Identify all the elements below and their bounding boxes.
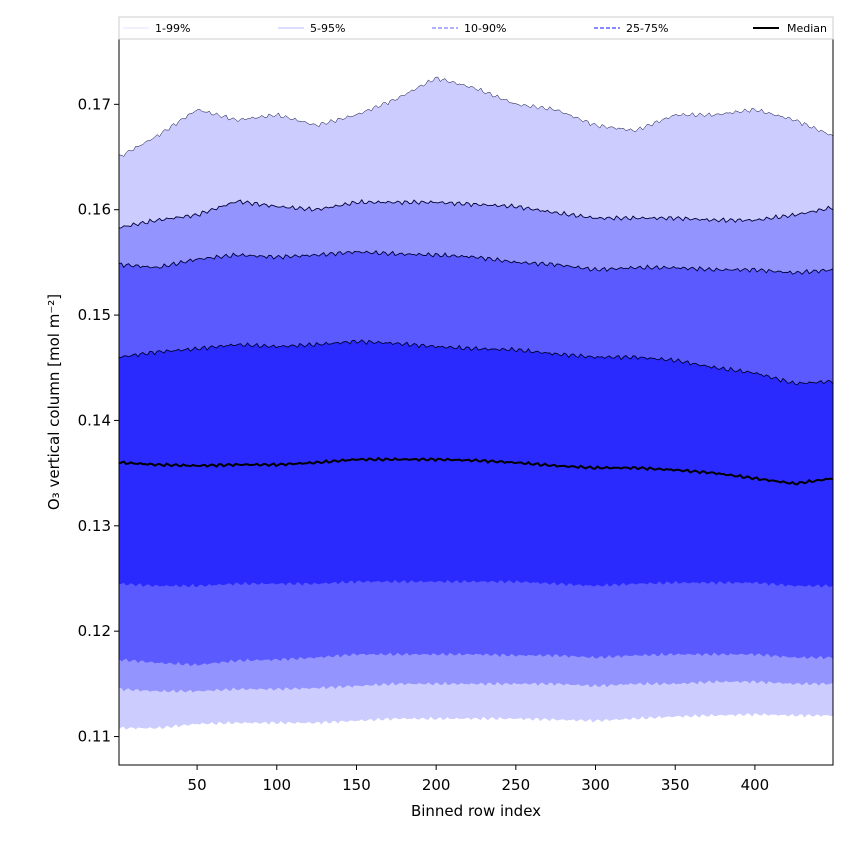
x-tick-label: 50 xyxy=(188,776,207,794)
y-tick-label: 0.17 xyxy=(78,95,111,113)
x-tick-label: 150 xyxy=(342,776,371,794)
legend-label: Median xyxy=(787,22,827,35)
band-upper-edge-10-90pct xyxy=(118,249,834,275)
x-tick-label: 250 xyxy=(502,776,531,794)
y-tick-label: 0.14 xyxy=(78,411,111,429)
x-tick-label: 200 xyxy=(422,776,451,794)
band-upper-edge-5-95pct xyxy=(118,199,834,229)
band-25-75pct xyxy=(119,340,833,588)
y-tick-label: 0.16 xyxy=(78,201,111,219)
y-tick-label: 0.15 xyxy=(78,306,111,324)
y-axis-ticks: 0.11 0.12 0.13 0.14 0.15 0.16 0.17 xyxy=(78,95,119,746)
y-tick-label: 0.11 xyxy=(78,728,111,746)
percentile-bands xyxy=(118,76,834,730)
x-tick-label: 350 xyxy=(661,776,690,794)
band-upper-edge-1-99pct xyxy=(118,76,834,157)
legend-label: 5-95% xyxy=(310,22,345,35)
x-tick-label: 100 xyxy=(262,776,291,794)
legend-label: 25-75% xyxy=(626,22,668,35)
y-axis-label: O₃ vertical column [mol m⁻²] xyxy=(45,294,63,510)
median-line xyxy=(118,456,834,486)
x-tick-label: 300 xyxy=(581,776,610,794)
band-upper-edge-25-75pct xyxy=(118,339,834,386)
legend: 1-99% 5-95% 10-90% 25-75% Median xyxy=(118,16,834,40)
x-axis-label: Binned row index xyxy=(411,802,541,820)
median-line-group xyxy=(118,456,834,486)
legend-label: 10-90% xyxy=(464,22,506,35)
legend-entries: 1-99% 5-95% 10-90% 25-75% Median xyxy=(123,22,827,35)
x-tick-label: 400 xyxy=(741,776,770,794)
x-axis-ticks: 50 100 150 200 250 300 350 400 xyxy=(188,765,770,794)
legend-box xyxy=(118,16,834,40)
legend-label: 1-99% xyxy=(155,22,190,35)
y-tick-label: 0.12 xyxy=(78,622,111,640)
y-tick-label: 0.13 xyxy=(78,517,111,535)
